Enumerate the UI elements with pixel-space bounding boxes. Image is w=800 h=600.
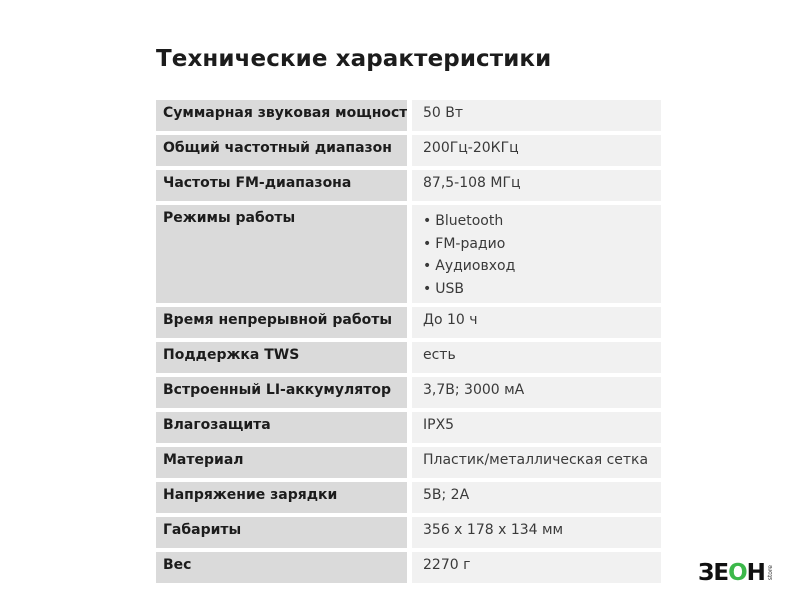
logo-part-1: ЗЕ — [698, 560, 729, 586]
logo-wordmark: ЗЕОН — [698, 560, 766, 586]
spec-row: Поддержка TWS есть — [156, 342, 661, 373]
spec-label: Вес — [156, 552, 407, 583]
spec-value: 200Гц-20КГц — [412, 135, 661, 166]
spec-value-list: • Bluetooth • FM-радио • Аудиовход • USB — [412, 205, 661, 303]
spec-row: Частоты FM-диапазона 87,5-108 МГц — [156, 170, 661, 201]
spec-row: Общий частотный диапазон 200Гц-20КГц — [156, 135, 661, 166]
mode-item-label: Аудиовход — [435, 258, 516, 274]
mode-item: • USB — [423, 280, 465, 297]
spec-row: Режимы работы • Bluetooth • FM-радио • Ауди… — [156, 205, 661, 303]
mode-item: • Bluetooth — [423, 213, 504, 229]
spec-label: Суммарная звуковая мощность — [156, 100, 416, 131]
spec-row: Время непрерывной работы До 10 ч — [156, 307, 661, 338]
mode-item: • Аудиовход — [423, 258, 516, 274]
brand-logo: ЗЕОН store — [698, 561, 774, 585]
spec-value: 2270 г — [412, 552, 661, 583]
spec-value: 50 Вт — [412, 100, 661, 131]
spec-row: Влагозащита IPX5 — [156, 412, 661, 443]
spec-label: Влагозащита — [156, 412, 407, 443]
spec-value: 87,5-108 МГц — [412, 170, 661, 201]
spec-row: Габариты 356 х 178 х 134 мм — [156, 517, 661, 548]
spec-label: Встроенный LI-аккумулятор — [156, 377, 407, 408]
mode-item-label: FM-радио — [435, 235, 506, 252]
spec-label: Время непрерывной работы — [156, 307, 407, 338]
spec-row: Суммарная звуковая мощность 50 Вт — [156, 100, 661, 131]
spec-value: 5В; 2А — [412, 482, 661, 513]
mode-item: • FM-радио — [423, 235, 506, 252]
spec-value: Пластик/металлическая сетка — [412, 447, 661, 478]
spec-label: Габариты — [156, 517, 407, 548]
spec-value: До 10 ч — [412, 307, 661, 338]
spec-label: Режимы работы — [156, 205, 407, 303]
spec-label: Поддержка TWS — [156, 342, 407, 373]
mode-item-label: USB — [435, 280, 465, 297]
logo-part-3: Н — [746, 560, 766, 586]
spec-label: Общий частотный диапазон — [156, 135, 407, 166]
spec-row: Напряжение зарядки 5В; 2А — [156, 482, 661, 513]
spec-value: IPX5 — [412, 412, 661, 443]
mode-item-label: Bluetooth — [435, 213, 504, 229]
spec-label: Напряжение зарядки — [156, 482, 407, 513]
spec-value: 356 х 178 х 134 мм — [412, 517, 661, 548]
page-title: Технические характеристики — [156, 46, 552, 72]
logo-part-accent: О — [728, 560, 748, 586]
spec-label: Материал — [156, 447, 407, 478]
spec-value: 3,7В; 3000 мА — [412, 377, 661, 408]
spec-row: Встроенный LI-аккумулятор 3,7В; 3000 мА — [156, 377, 661, 408]
logo-subtext: store — [766, 565, 774, 581]
spec-label: Частоты FM-диапазона — [156, 170, 407, 201]
spec-value: есть — [412, 342, 661, 373]
specs-table: Суммарная звуковая мощность 50 Вт Общий … — [156, 100, 661, 587]
spec-row: Материал Пластик/металлическая сетка — [156, 447, 661, 478]
spec-row: Вес 2270 г — [156, 552, 661, 583]
